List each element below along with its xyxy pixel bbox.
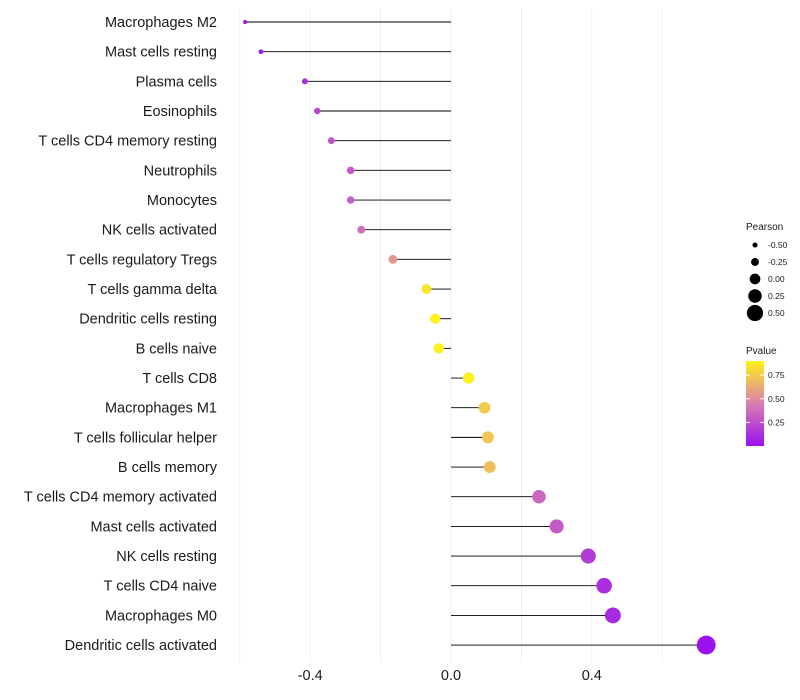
lollipop-point [258,49,264,55]
lollipop-point [421,284,432,294]
lollipop-point [604,607,621,624]
pearson-size-legend: Pearson -0.50 -0.25 0.00 0.25 0.50 [746,222,788,322]
category-label: T cells CD4 memory resting [38,134,217,150]
category-label: T cells gamma delta [88,282,218,298]
category-label: T cells follicular helper [74,430,217,446]
category-label: T cells regulatory Tregs [67,252,217,268]
pearson-legend-dot [752,242,758,248]
lollipop-point [532,489,546,504]
category-label: Dendritic cells activated [65,638,217,654]
x-axis-ticks: -0.4 0.0 0.4 [298,668,602,684]
lollipop-point [433,343,444,354]
lollipop-point [314,107,321,115]
lollipop-point [388,254,398,264]
pvalue-colorbar [746,361,764,446]
lollipop-point [242,19,248,25]
lollipop-point [580,548,596,564]
pearson-legend-dot [746,304,764,322]
pearson-legend-label: 0.00 [768,274,785,284]
lollipop-point [478,401,491,414]
category-label: Neutrophils [144,163,217,179]
category-label: T cells CD4 naive [104,579,217,595]
lollipop-point [462,372,475,384]
pvalue-tick-label: 0.75 [768,370,785,380]
lollipop-point [430,313,441,324]
lollipop-point [549,519,564,534]
category-label: T cells CD4 memory activated [24,490,217,506]
lollipop-point [346,166,355,175]
pearson-legend-label: -0.50 [768,240,788,250]
lollipop-point [483,461,496,474]
pearson-legend-title: Pearson [746,222,783,233]
category-label: Mast cells activated [90,519,217,535]
pearson-legend-dot [748,289,762,303]
category-label: Monocytes [147,193,217,209]
category-label: Macrophages M2 [105,15,217,31]
pvalue-tick-label: 0.25 [768,417,785,427]
category-label: Plasma cells [136,74,217,90]
lollipop-point [696,635,716,655]
category-label: Eosinophils [143,104,217,120]
lollipop-point [482,431,494,444]
category-label: Dendritic cells resting [79,312,217,328]
category-label: T cells CD8 [142,371,217,387]
lollipop-stems [245,21,707,646]
x-tick-label: 0.0 [441,668,461,684]
pvalue-legend-title: Pvalue [746,346,777,357]
grid-lines [239,8,663,662]
pearson-legend-dot [749,273,761,285]
lollipop-point [596,577,612,594]
x-tick-label: -0.4 [298,668,323,684]
pearson-legend-dot [751,258,759,266]
category-label: Mast cells resting [105,45,217,61]
lollipop-point [346,196,355,204]
category-label: NK cells resting [116,549,217,565]
category-label: B cells naive [136,341,217,357]
lollipop-points [242,19,716,655]
lollipop-point [301,78,308,85]
y-axis-labels: Macrophages M2 Mast cells resting Plasma c… [24,15,218,654]
x-tick-label: 0.4 [582,668,602,684]
lollipop-point [327,137,335,145]
lollipop-point [357,225,366,234]
pvalue-color-legend: Pvalue 0.75 0.50 0.25 [746,346,785,446]
category-label: Macrophages M1 [105,401,217,417]
category-label: Macrophages M0 [105,608,217,624]
category-label: B cells memory [118,460,218,476]
pearson-legend-label: 0.50 [768,308,785,318]
pvalue-tick-label: 0.50 [768,394,785,404]
pearson-legend-label: 0.25 [768,291,785,301]
pearson-legend-label: -0.25 [768,257,788,267]
category-label: NK cells activated [102,223,217,239]
